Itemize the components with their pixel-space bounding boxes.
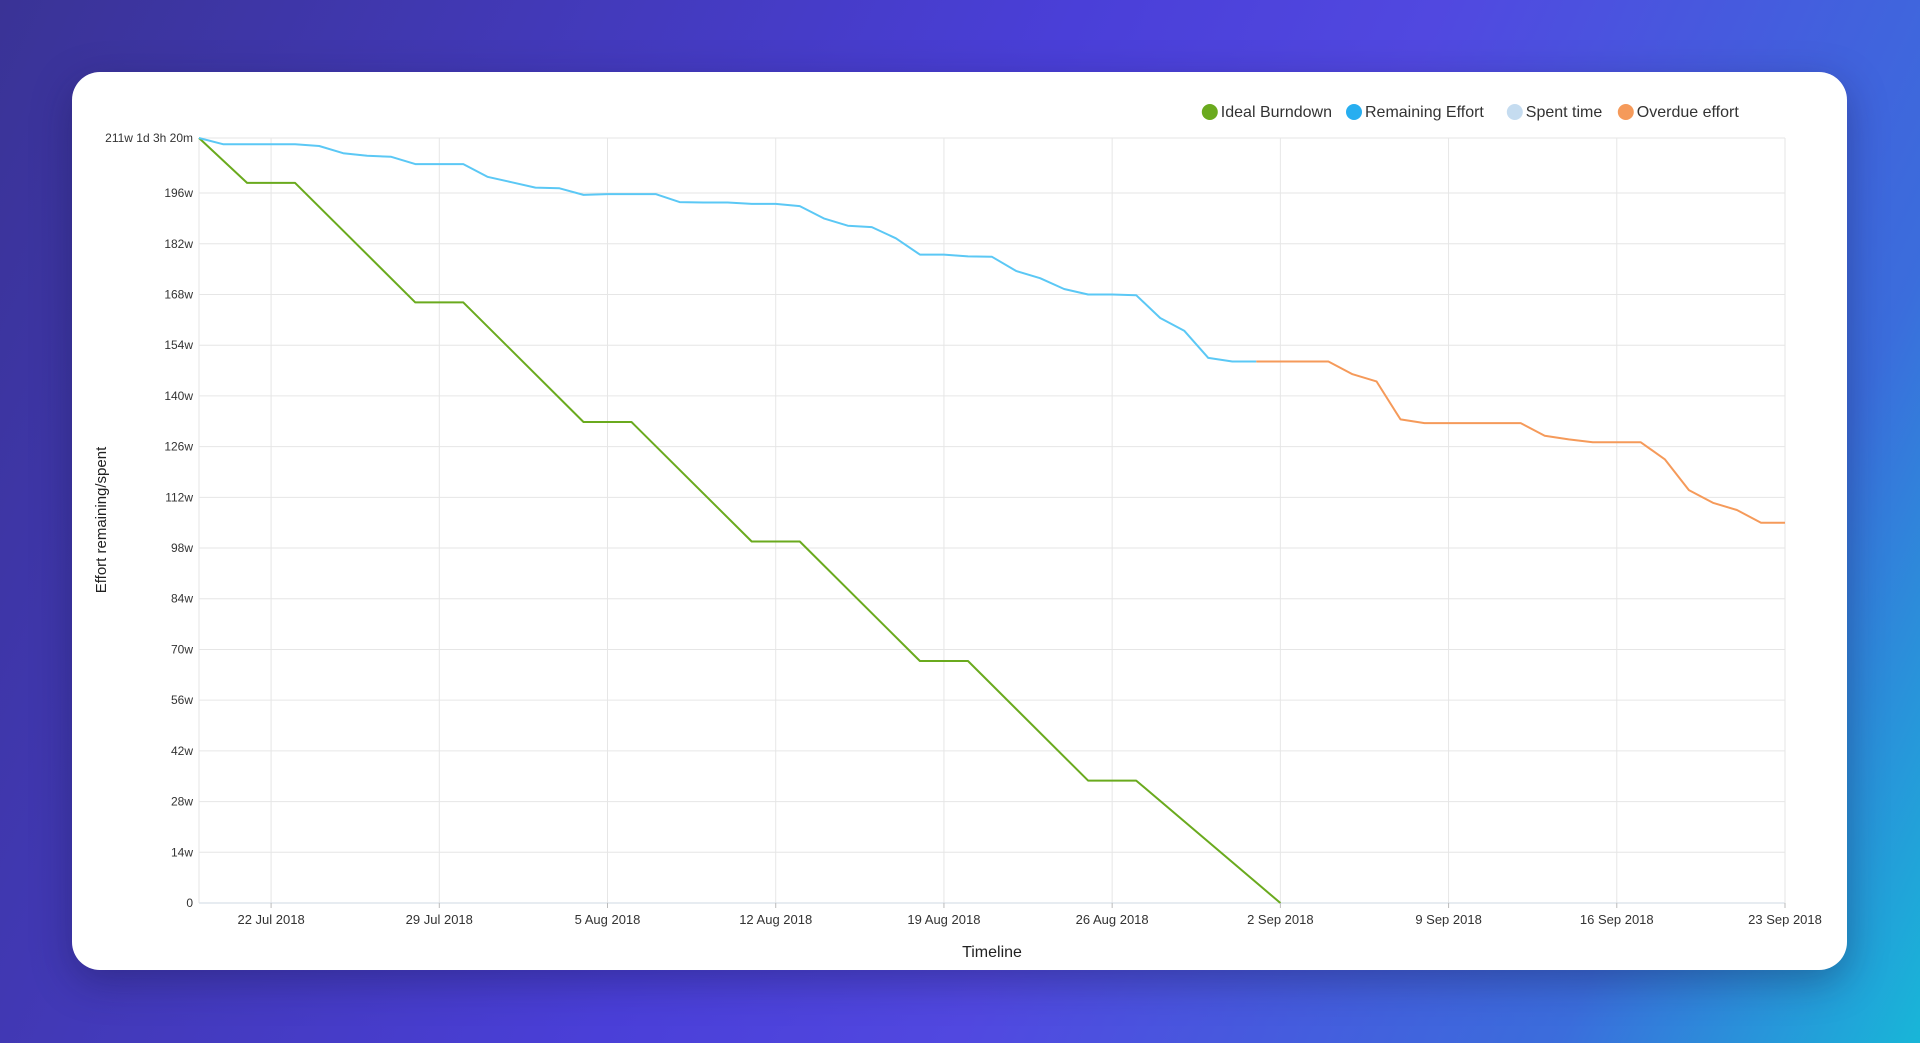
y-tick-label: 42w [171,744,193,758]
x-axis-title: Timeline [962,944,1022,961]
legend-marker-spent-time [1506,104,1523,120]
legend-marker-ideal-burndown [1201,104,1218,120]
chart-grid [198,137,1786,904]
x-tick-label: 5 Aug 2018 [575,912,641,927]
y-tick-label: 98w [171,541,193,555]
x-tick-label: 16 Sep 2018 [1580,912,1654,927]
legend-label-spent-time[interactable]: Spent time [1526,104,1603,121]
legend-marker-overdue-effort [1617,104,1634,120]
y-tick-label: 196w [164,186,193,200]
y-tick-label: 56w [171,693,193,707]
x-tick-label: 26 Aug 2018 [1076,912,1149,927]
y-tick-label: 154w [164,338,193,352]
y-axis-ticks: 0 14w 28w 42w 56w 70w 84w 98w 112w 126w 140w 154w 16… [105,131,193,910]
burndown-chart: 0 14w 28w 42w 56w 70w 84w 98w 112w 126w 140w 154w 16… [93,104,1822,961]
y-tick-label: 126w [164,440,193,454]
chart-series [198,137,1785,904]
y-tick-label: 182w [164,237,193,251]
y-tick-label: 168w [164,287,193,301]
ideal-burndown-line [198,137,1282,904]
x-tick-label: 22 Jul 2018 [237,912,304,927]
x-tick-label: 29 Jul 2018 [406,912,473,927]
y-tick-label: 70w [171,642,193,656]
legend-marker-remaining-effort [1346,104,1362,120]
x-axis-ticks: 22 Jul 2018 29 Jul 2018 5 Aug 2018 12 Aug 2… [237,903,1822,927]
chart-legend[interactable]: Ideal Burndown Remaining Effort Spent time… [1201,104,1740,121]
overdue-effort-line [1256,360,1785,524]
x-tick-label: 9 Sep 2018 [1415,912,1482,927]
x-tick-label: 19 Aug 2018 [907,912,980,927]
y-tick-label: 0 [186,896,193,910]
y-tick-label: 14w [171,845,193,859]
y-tick-label: 211w 1d 3h 20m [105,131,193,145]
x-tick-label: 12 Aug 2018 [739,912,812,927]
x-tick-label: 23 Sep 2018 [1748,912,1822,927]
y-tick-label: 84w [171,592,193,606]
x-tick-label: 2 Sep 2018 [1247,912,1314,927]
y-tick-label: 112w [165,490,193,504]
chart-card: 0 14w 28w 42w 56w 70w 84w 98w 112w 126w 140w 154w 16… [72,72,1847,970]
legend-label-ideal-burndown[interactable]: Ideal Burndown [1221,104,1332,121]
y-tick-label: 28w [171,795,193,809]
y-axis-title: Effort remaining/spent [93,446,110,593]
y-tick-label: 140w [164,389,193,403]
legend-label-overdue-effort[interactable]: Overdue effort [1637,104,1740,121]
remaining-effort-line [198,137,1257,363]
legend-label-remaining-effort[interactable]: Remaining Effort [1365,104,1484,121]
